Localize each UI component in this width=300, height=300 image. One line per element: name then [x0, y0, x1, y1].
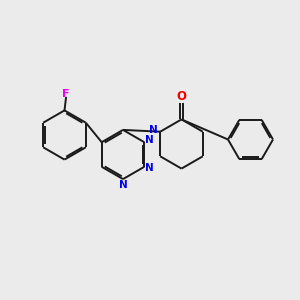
Text: O: O — [176, 90, 187, 104]
Text: N: N — [145, 163, 154, 173]
Text: N: N — [149, 125, 158, 135]
Text: F: F — [62, 89, 70, 99]
Text: N: N — [145, 135, 154, 145]
Text: N: N — [118, 180, 127, 190]
